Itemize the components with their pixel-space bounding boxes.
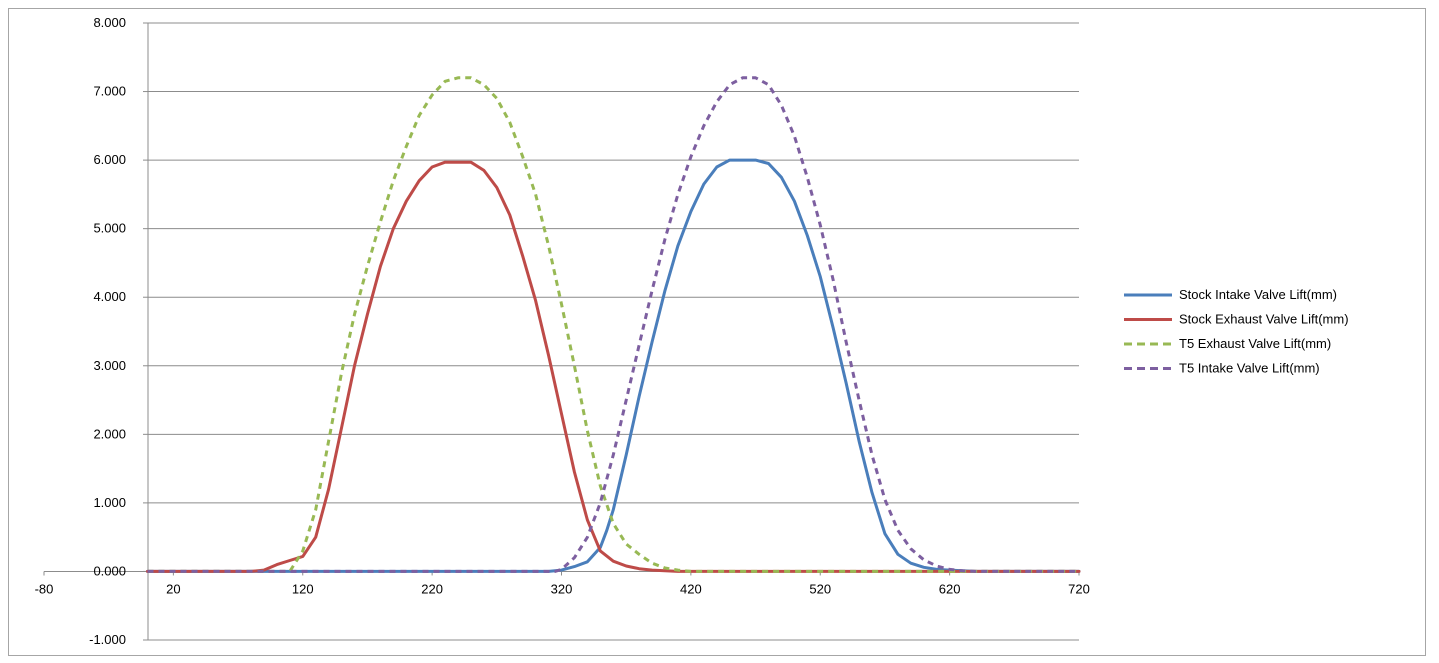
series-lines	[146, 76, 1081, 573]
y-tick-label: 2.000	[93, 426, 126, 441]
x-tick-label: 120	[292, 581, 314, 596]
x-tick-label: 720	[1068, 581, 1090, 596]
series-line-4	[147, 76, 1079, 573]
y-tick-label: 6.000	[93, 152, 126, 167]
y-axis-ticks: -1.000 0.000 1.000 2.000 3.000 4.000 5.000 6.00…	[89, 15, 148, 647]
y-tick-label: 0.000	[93, 563, 126, 578]
legend-label: Stock Exhaust Valve Lift(mm)	[1179, 312, 1349, 327]
y-tick-label: 3.000	[93, 358, 126, 373]
legend-label: T5 Exhaust Valve Lift(mm)	[1179, 336, 1331, 351]
axes	[44, 23, 1079, 640]
x-tick-label: 620	[939, 581, 961, 596]
series-line-2	[146, 160, 1081, 573]
chart-frame	[8, 8, 1426, 656]
y-tick-label: 5.000	[93, 221, 126, 236]
legend: Stock Intake Valve Lift(mm) Stock Exhaust…	[1124, 287, 1349, 376]
x-tick-label: 20	[166, 581, 180, 596]
y-tick-label: 7.000	[93, 84, 126, 99]
x-axis-ticks: -80 20 120 220 320 420 520 620 720	[35, 571, 1090, 596]
legend-label: T5 Intake Valve Lift(mm)	[1179, 361, 1320, 376]
y-tick-label: 4.000	[93, 289, 126, 304]
gridlines	[148, 22, 1079, 641]
y-tick-label: -1.000	[89, 632, 126, 647]
x-tick-label: 220	[421, 581, 443, 596]
series-line-1	[146, 158, 1081, 573]
x-tick-label: -80	[35, 581, 54, 596]
y-tick-label: 8.000	[93, 15, 126, 30]
y-tick-label: 1.000	[93, 495, 126, 510]
legend-label: Stock Intake Valve Lift(mm)	[1179, 287, 1337, 302]
x-tick-label: 320	[551, 581, 573, 596]
x-tick-label: 420	[680, 581, 702, 596]
x-tick-label: 520	[809, 581, 831, 596]
series-line-3	[147, 76, 1079, 573]
